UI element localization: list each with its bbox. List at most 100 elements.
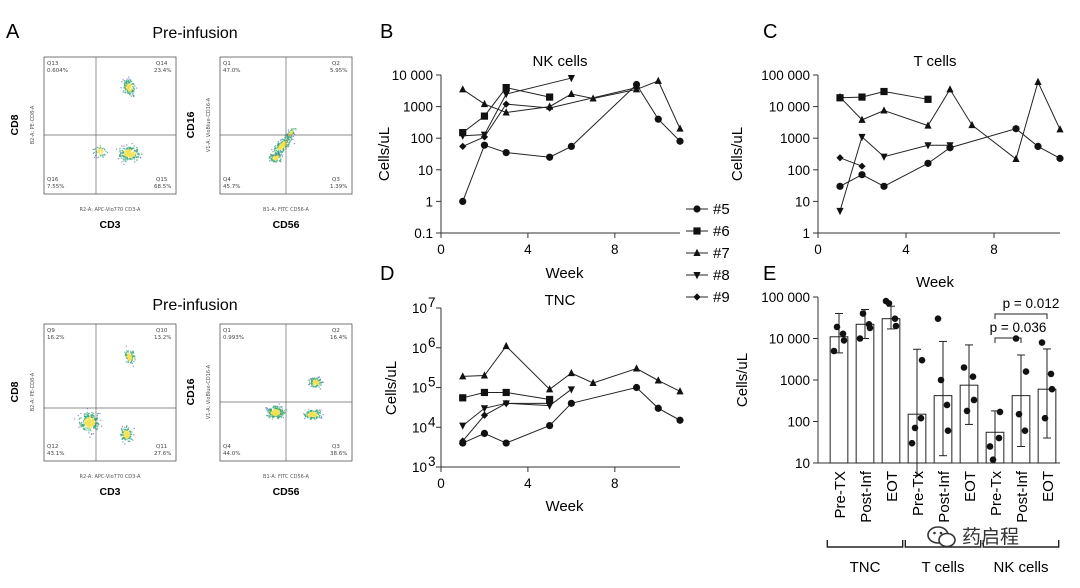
event-dot	[281, 143, 283, 145]
event-dot	[274, 158, 276, 160]
event-dot	[127, 79, 129, 82]
event-dot	[132, 86, 134, 88]
event-dot	[126, 354, 128, 356]
event-dot	[84, 419, 86, 421]
event-dot	[315, 379, 317, 381]
event-dot	[318, 379, 320, 381]
event-dot	[282, 150, 284, 152]
y-tick-label: 100	[410, 131, 433, 146]
event-dot	[318, 386, 320, 388]
event-dot	[133, 355, 135, 358]
event-dot	[275, 159, 277, 161]
event-dot	[280, 411, 282, 413]
event-dot	[120, 153, 122, 155]
event-dot	[137, 153, 139, 155]
event-dot	[284, 146, 286, 148]
series-p6	[459, 388, 554, 404]
event-dot	[118, 158, 120, 160]
event-dot	[121, 81, 123, 83]
event-dot	[127, 147, 129, 149]
data-point	[1038, 339, 1046, 346]
event-dot	[271, 148, 273, 151]
event-dot	[281, 147, 283, 149]
event-dot	[316, 412, 318, 414]
event-dot	[121, 425, 123, 428]
event-dot	[123, 431, 125, 433]
event-dot	[292, 131, 294, 133]
data-point	[986, 443, 994, 450]
event-dot	[316, 417, 318, 419]
event-dot	[127, 155, 129, 157]
event-dot	[128, 151, 130, 153]
data-point	[858, 133, 866, 142]
event-dot	[277, 141, 279, 143]
event-dot	[271, 155, 274, 157]
bracket-line	[994, 313, 1048, 319]
event-dot	[290, 133, 292, 136]
series-p7	[836, 77, 1064, 162]
event-dot	[130, 355, 132, 357]
event-dot	[131, 438, 133, 440]
event-dot	[132, 350, 134, 352]
quadrant-tl-value: 0.604%	[47, 68, 68, 74]
event-dot	[122, 152, 124, 154]
event-dot	[129, 440, 131, 442]
event-dot	[74, 418, 76, 420]
event-dot	[309, 378, 311, 380]
data-point	[480, 371, 489, 379]
event-dot	[270, 412, 272, 414]
event-dot	[269, 415, 272, 417]
event-dot	[281, 154, 283, 156]
event-dot	[127, 360, 129, 362]
event-dot	[131, 158, 133, 160]
bar-group: EOT	[959, 344, 979, 502]
quadrant-br-value: 1.39%	[330, 184, 347, 190]
event-dot	[80, 412, 82, 414]
event-dot	[276, 406, 278, 408]
event-dot	[286, 135, 288, 137]
data-point	[546, 153, 554, 161]
event-dot	[274, 415, 276, 417]
event-dot	[126, 80, 129, 82]
event-dot	[316, 377, 318, 380]
data-point	[567, 386, 575, 394]
event-dot	[269, 417, 271, 419]
x-tick-label: 8	[611, 242, 619, 257]
event-dot	[101, 148, 103, 150]
event-dot	[88, 430, 90, 432]
event-dot	[89, 424, 91, 426]
event-dot	[91, 417, 93, 419]
y-tick-label: 10 000	[769, 100, 810, 115]
event-dot	[131, 431, 133, 433]
quadrant-bl-value: 45.7%	[223, 184, 240, 190]
event-dot	[115, 148, 118, 150]
event-dot	[283, 141, 286, 143]
event-dot	[83, 422, 85, 424]
event-dot	[127, 81, 130, 83]
event-dot	[94, 419, 96, 421]
event-dot	[306, 412, 308, 414]
event-dot	[308, 409, 310, 411]
event-dot	[85, 424, 87, 426]
event-dot	[280, 147, 282, 149]
event-dot	[268, 414, 270, 416]
event-dot	[308, 379, 310, 381]
y-tick-label: 10	[795, 194, 810, 209]
event-dot	[92, 426, 94, 428]
event-dot	[278, 153, 280, 155]
event-dot	[137, 156, 139, 158]
event-dot	[279, 146, 281, 148]
event-dot	[289, 141, 291, 143]
event-dot	[119, 155, 121, 157]
event-dot	[86, 425, 88, 427]
event-dot	[96, 146, 98, 149]
wechat-icon	[927, 526, 956, 548]
event-dot	[278, 154, 280, 156]
event-dot	[127, 151, 129, 153]
event-dot	[131, 154, 133, 157]
flow-x-axis-text: R2-A: APC-Vio770 CD3-A	[80, 474, 142, 480]
event-dot	[136, 148, 138, 150]
event-dot	[86, 417, 88, 420]
event-dot	[125, 156, 127, 158]
event-dot	[87, 415, 90, 417]
